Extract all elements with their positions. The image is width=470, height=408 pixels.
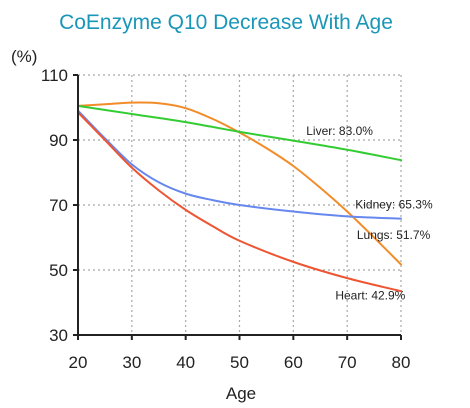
x-tick-label-0: 20: [69, 353, 88, 372]
y-axis-label: (%): [11, 47, 37, 66]
y-tick-label-3: 90: [49, 131, 68, 150]
annotation-1: Kidney: 65.3%: [355, 197, 433, 211]
x-tick-label-2: 40: [176, 353, 195, 372]
x-tick-label-4: 60: [284, 353, 303, 372]
axes: [73, 74, 402, 340]
series-line-2: [77, 109, 402, 220]
annotation-2: Lungs: 51.7%: [357, 228, 431, 242]
annotation-3: Heart: 42.9%: [335, 288, 405, 302]
x-tick-label-3: 50: [230, 353, 249, 372]
y-tick-label-0: 30: [49, 326, 68, 345]
series-line-1: [77, 104, 402, 162]
annotation-0: Liver: 83.0%: [306, 124, 373, 138]
x-tick-label-1: 30: [122, 353, 141, 372]
series-line-3: [77, 111, 402, 293]
x-axis-label: Age: [226, 384, 256, 403]
chart-title: CoEnzyme Q10 Decrease With Age: [59, 11, 393, 34]
y-tick-label-2: 70: [49, 196, 68, 215]
annotations: Liver: 83.0% Kidney: 65.3% Lungs: 51.7% Hea…: [306, 124, 433, 302]
y-tick-label-1: 50: [49, 261, 68, 280]
series-layer: [77, 101, 402, 293]
x-tick-label-5: 70: [338, 353, 357, 372]
y-tick-label-4: 110: [41, 66, 68, 85]
x-tick-label-6: 80: [392, 353, 411, 372]
